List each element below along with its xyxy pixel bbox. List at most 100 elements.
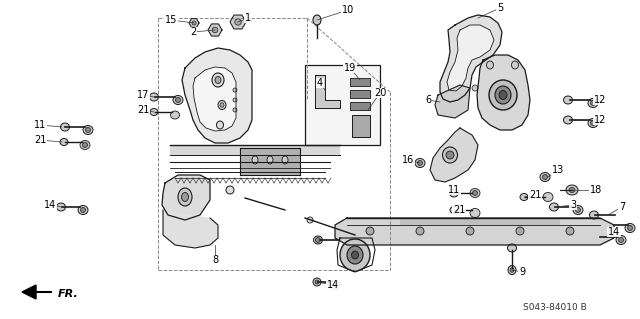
Ellipse shape (233, 98, 237, 102)
Ellipse shape (563, 116, 573, 124)
Ellipse shape (173, 95, 183, 105)
Ellipse shape (233, 108, 237, 112)
Ellipse shape (588, 118, 598, 128)
Ellipse shape (220, 103, 224, 107)
Ellipse shape (315, 280, 319, 284)
Ellipse shape (175, 98, 180, 102)
Polygon shape (189, 19, 199, 27)
Text: 21: 21 (137, 105, 149, 115)
Ellipse shape (508, 244, 516, 252)
Text: 17: 17 (137, 90, 149, 100)
Ellipse shape (470, 189, 480, 197)
Text: 2: 2 (190, 27, 196, 37)
Ellipse shape (60, 138, 68, 145)
Ellipse shape (212, 73, 224, 87)
Polygon shape (315, 75, 340, 108)
Text: 6: 6 (425, 95, 431, 105)
Text: 12: 12 (594, 115, 606, 125)
Ellipse shape (591, 100, 595, 106)
Ellipse shape (417, 160, 422, 166)
Ellipse shape (314, 236, 323, 244)
Ellipse shape (540, 173, 550, 182)
Text: 12: 12 (594, 95, 606, 105)
Polygon shape (163, 210, 218, 248)
Ellipse shape (450, 206, 458, 213)
Text: 11: 11 (34, 120, 46, 130)
Ellipse shape (347, 246, 363, 264)
Ellipse shape (86, 128, 90, 132)
Ellipse shape (192, 21, 196, 25)
Ellipse shape (233, 88, 237, 92)
Ellipse shape (573, 205, 583, 214)
Polygon shape (477, 55, 530, 130)
Text: 8: 8 (212, 255, 218, 265)
Ellipse shape (226, 186, 234, 194)
Ellipse shape (313, 278, 321, 286)
Text: 20: 20 (374, 88, 386, 98)
Ellipse shape (618, 238, 623, 242)
Ellipse shape (307, 217, 313, 223)
Ellipse shape (415, 159, 425, 167)
Ellipse shape (510, 268, 514, 272)
Text: 14: 14 (608, 227, 620, 237)
Text: 5: 5 (497, 3, 503, 13)
Ellipse shape (150, 93, 159, 101)
Ellipse shape (472, 190, 477, 196)
Ellipse shape (499, 91, 507, 100)
Ellipse shape (78, 205, 88, 214)
Ellipse shape (316, 238, 321, 242)
Ellipse shape (466, 227, 474, 235)
Ellipse shape (566, 227, 574, 235)
Text: 14: 14 (327, 280, 339, 290)
Polygon shape (435, 85, 470, 118)
Ellipse shape (366, 227, 374, 235)
Ellipse shape (215, 77, 221, 84)
Bar (350, 90, 370, 98)
Ellipse shape (472, 85, 478, 91)
Ellipse shape (589, 211, 598, 219)
Text: 21: 21 (529, 190, 541, 200)
Text: S043-84010 B: S043-84010 B (523, 303, 587, 313)
Text: 10: 10 (342, 5, 354, 15)
Polygon shape (170, 145, 340, 155)
Text: 19: 19 (344, 63, 356, 73)
Ellipse shape (218, 100, 226, 109)
Ellipse shape (351, 251, 358, 259)
Ellipse shape (508, 265, 516, 275)
Ellipse shape (588, 99, 598, 108)
Bar (350, 102, 370, 110)
Ellipse shape (83, 143, 88, 147)
Ellipse shape (486, 61, 493, 69)
Ellipse shape (282, 156, 288, 164)
Polygon shape (240, 148, 300, 175)
Polygon shape (22, 285, 36, 299)
Ellipse shape (416, 227, 424, 235)
Text: 21: 21 (453, 205, 465, 215)
Ellipse shape (182, 192, 189, 202)
Ellipse shape (150, 108, 158, 115)
Polygon shape (230, 15, 246, 29)
Ellipse shape (520, 194, 528, 201)
Ellipse shape (550, 203, 559, 211)
Ellipse shape (563, 96, 573, 104)
Ellipse shape (569, 188, 575, 192)
Polygon shape (430, 128, 478, 182)
Ellipse shape (235, 19, 241, 25)
Text: 18: 18 (590, 185, 602, 195)
Ellipse shape (449, 189, 458, 197)
Ellipse shape (470, 209, 480, 218)
Ellipse shape (330, 280, 339, 290)
Ellipse shape (627, 226, 632, 231)
Ellipse shape (591, 121, 595, 125)
Text: 7: 7 (619, 202, 625, 212)
Text: 16: 16 (402, 155, 414, 165)
Ellipse shape (575, 207, 580, 212)
Ellipse shape (252, 156, 258, 164)
Bar (352, 115, 370, 137)
Ellipse shape (170, 111, 179, 119)
Text: 3: 3 (570, 200, 576, 210)
Ellipse shape (212, 27, 218, 33)
Polygon shape (447, 25, 494, 91)
Ellipse shape (56, 203, 65, 211)
Ellipse shape (80, 140, 90, 150)
